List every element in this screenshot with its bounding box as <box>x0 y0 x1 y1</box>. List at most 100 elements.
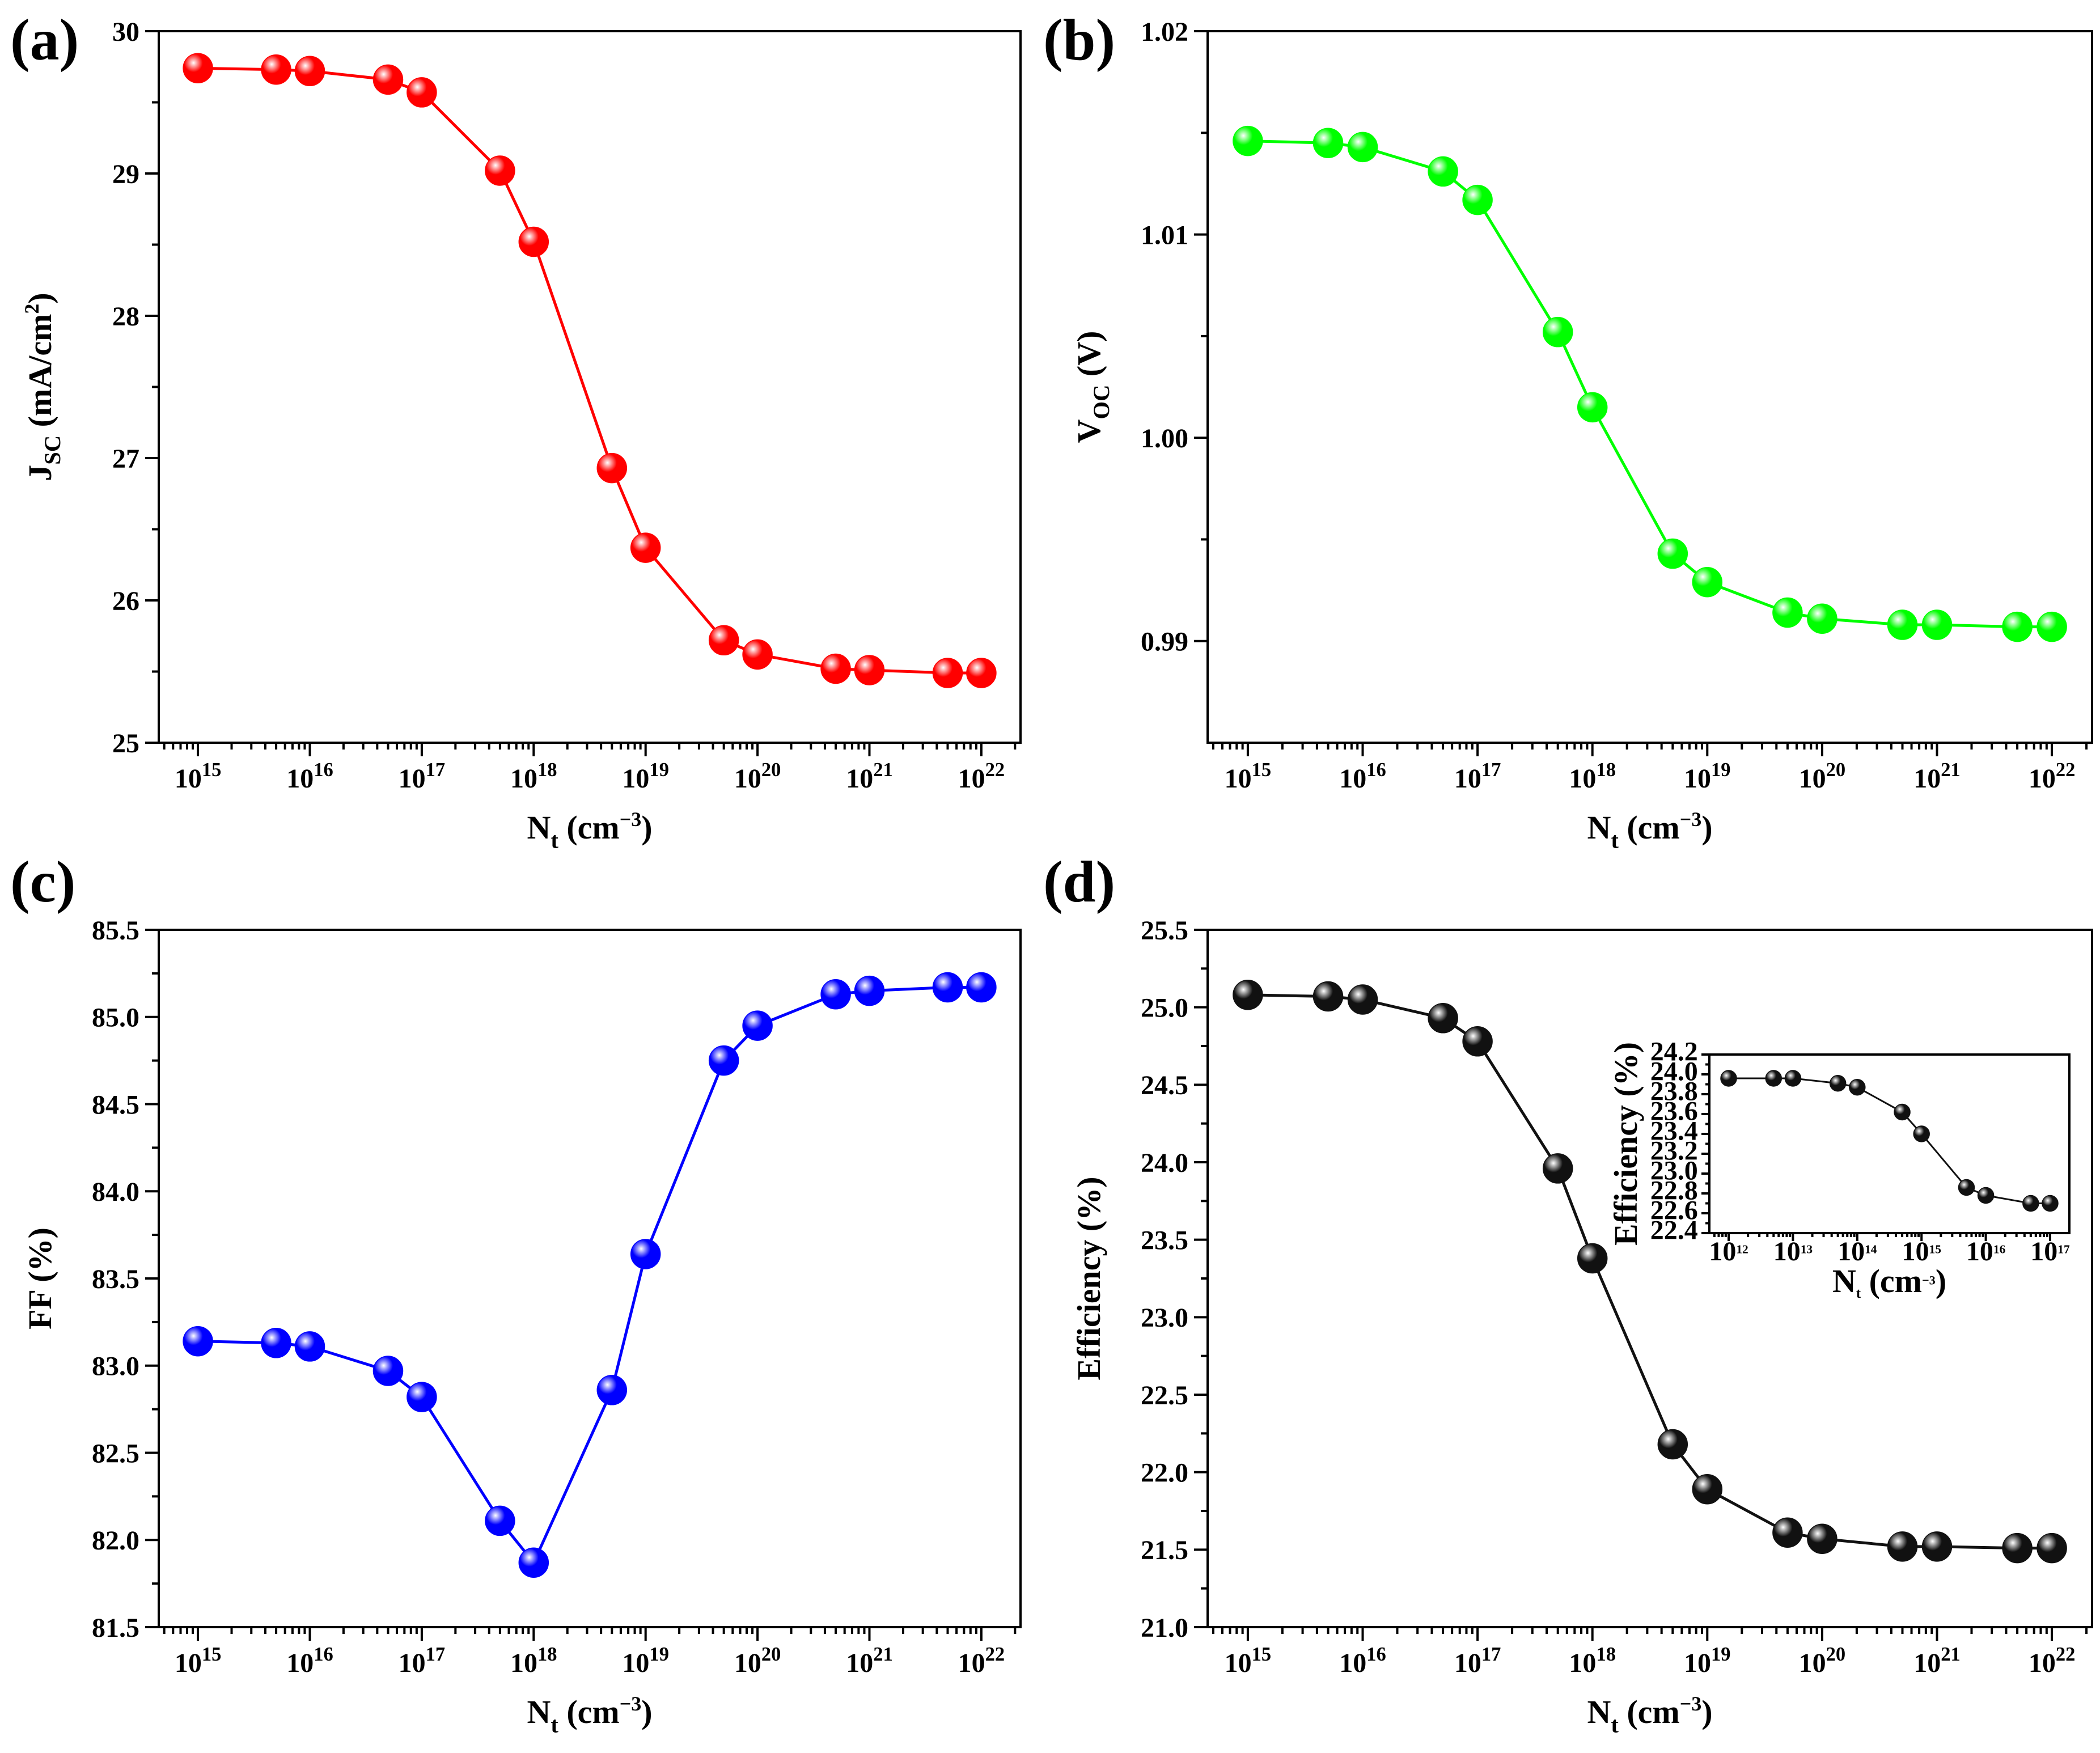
data-point <box>596 1375 628 1405</box>
series-line <box>198 66 981 675</box>
panel-label: (c) <box>10 849 75 914</box>
y-tick-label: 21.0 <box>1141 1613 1188 1643</box>
data-point <box>630 532 661 563</box>
data-point <box>1542 1153 1573 1184</box>
x-tick-label: 1018 <box>1569 1644 1616 1678</box>
x-tick-label: 1017 <box>1454 759 1501 794</box>
data-point <box>407 77 437 108</box>
data-point <box>1428 1003 1458 1034</box>
x-axis-title: Nt (cm−3) <box>1832 1263 1946 1301</box>
y-tick-label: 26 <box>112 586 139 616</box>
x-tick-label: 1019 <box>622 759 669 794</box>
data-point <box>1347 984 1378 1015</box>
data-point <box>708 625 739 656</box>
x-tick-label: 1019 <box>1684 759 1731 794</box>
y-tick-label: 1.00 <box>1141 424 1188 454</box>
x-tick-label: 1016 <box>286 1644 333 1678</box>
x-tick-label: 1021 <box>846 759 893 794</box>
x-tick-label: 1017 <box>399 759 446 794</box>
x-tick-label: 1015 <box>1225 759 1272 794</box>
panel-label: (b) <box>1043 7 1115 73</box>
x-tick-label: 1015 <box>175 1644 222 1678</box>
data-point <box>1887 609 1918 640</box>
x-tick-label: 1019 <box>1684 1644 1731 1678</box>
data-point <box>596 452 628 484</box>
x-tick-label: 1016 <box>1966 1237 2006 1267</box>
x-tick-label: 1021 <box>1913 1644 1961 1678</box>
panel-a-jsc-chart: 1015 1016 1017 1018 1019 1020 1021 1022 25 26 27 28… <box>10 7 1022 853</box>
y-tick-label: 84.5 <box>92 1090 139 1120</box>
data-point <box>1312 981 1344 1012</box>
y-tick-label: 23.4 <box>1650 1116 1698 1146</box>
y-axis-title: FF (%) <box>22 1227 58 1329</box>
y-tick-label: 22.0 <box>1141 1458 1188 1488</box>
x-tick-label: 1018 <box>510 1644 557 1678</box>
x-axis-title: Nt (cm−3) <box>1587 1692 1712 1737</box>
panel-d-efficiency-chart: 1015 1016 1017 1018 1019 1020 1021 1022 21.0 21.5… <box>1043 849 2093 1737</box>
data-point <box>1233 125 1263 156</box>
x-tick-label: 1014 <box>1837 1237 1877 1267</box>
y-tick-label: 85.0 <box>92 1003 139 1033</box>
x-tick-label: 1016 <box>1339 759 1386 794</box>
data-point <box>1577 392 1608 423</box>
data-point <box>1849 1079 1866 1096</box>
data-point <box>1347 132 1378 163</box>
y-tick-label: 28 <box>112 302 139 332</box>
data-point <box>820 653 851 684</box>
y-tick-label: 1.01 <box>1141 220 1188 250</box>
data-point <box>183 1326 213 1357</box>
y-axis-title: Efficiency (%) <box>1070 1176 1107 1380</box>
x-tick-label: 1021 <box>1913 759 1961 794</box>
y-tick-label: 23.0 <box>1141 1303 1188 1333</box>
y-tick-label: 25.0 <box>1141 993 1188 1023</box>
data-point <box>518 226 549 257</box>
series-line <box>1729 1077 2050 1204</box>
series-line <box>198 985 981 1565</box>
x-tick-label: 1016 <box>286 759 333 794</box>
y-tick-label: 22.6 <box>1650 1195 1698 1225</box>
data-point <box>742 639 773 670</box>
x-tick-label: 1012 <box>1709 1237 1748 1267</box>
y-tick-label: 22.4 <box>1650 1215 1698 1245</box>
data-point <box>820 979 851 1010</box>
panel-label: (a) <box>10 7 79 73</box>
x-tick-label: 1018 <box>510 759 557 794</box>
y-tick-label: 22.5 <box>1141 1381 1188 1411</box>
data-point <box>1829 1075 1847 1092</box>
data-point <box>1807 1523 1837 1554</box>
y-tick-label: 23.0 <box>1650 1155 1698 1185</box>
x-tick-label: 1015 <box>175 759 222 794</box>
y-tick-label: 21.5 <box>1141 1535 1188 1565</box>
panel-d-inset-efficiency-chart: 1012 1013 1014 1015 1016 1017 22.422.622.823.0… <box>1607 1036 2071 1301</box>
y-tick-label: 83.0 <box>92 1352 139 1382</box>
data-point <box>1894 1103 1911 1121</box>
plot-frame <box>1206 929 2093 1628</box>
x-tick-label: 1018 <box>1569 759 1616 794</box>
y-tick-label: 25 <box>112 729 139 759</box>
data-point <box>2037 611 2067 642</box>
x-tick-label: 1015 <box>1225 1644 1272 1678</box>
data-point <box>183 53 213 84</box>
data-point <box>518 1547 549 1578</box>
x-axis-title: Nt (cm−3) <box>527 808 652 853</box>
y-tick-label: 24.0 <box>1141 1148 1188 1178</box>
y-tick-label: 29 <box>112 159 139 189</box>
plot-frame <box>1708 1053 2071 1234</box>
y-tick-label: 84.0 <box>92 1177 139 1207</box>
data-point <box>261 54 291 85</box>
y-tick-label: 30 <box>112 17 139 47</box>
y-tick-label: 81.5 <box>92 1613 139 1643</box>
data-point <box>932 972 963 1003</box>
y-tick-label: 0.99 <box>1141 627 1188 657</box>
x-axis-title: Nt (cm−3) <box>527 1692 652 1737</box>
y-tick-label: 25.5 <box>1141 916 1188 946</box>
data-point <box>1807 603 1837 634</box>
data-point <box>1772 597 1803 628</box>
series-line <box>1247 139 2052 629</box>
data-point <box>1577 1243 1608 1274</box>
y-tick-label: 1.02 <box>1141 17 1188 47</box>
data-point <box>630 1239 661 1269</box>
y-tick-label: 24.5 <box>1141 1070 1188 1100</box>
data-point <box>1542 316 1573 348</box>
